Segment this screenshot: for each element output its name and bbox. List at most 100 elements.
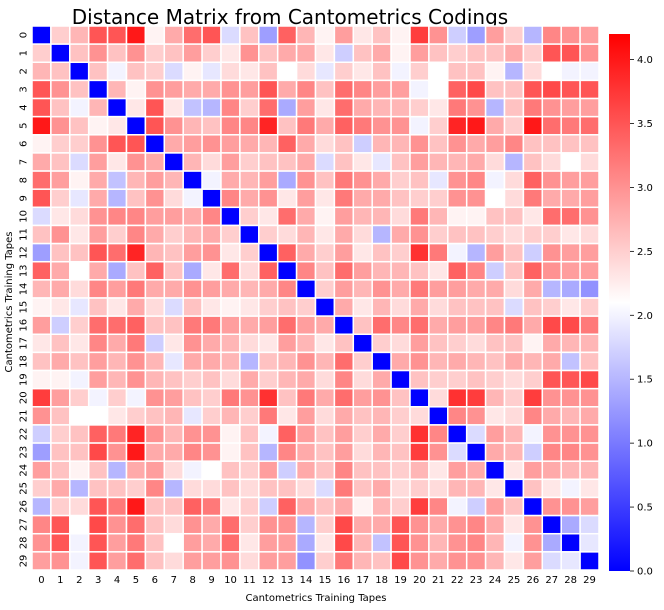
heatmap-cell-16-20 xyxy=(409,315,430,336)
heatmap-cell-16-1 xyxy=(50,315,71,336)
heatmap-cell-15-29 xyxy=(579,297,600,317)
heatmap-cell-21-1 xyxy=(50,406,71,426)
y-tick-label: 12 xyxy=(19,246,30,259)
heatmap-cell-24-10 xyxy=(220,460,241,481)
heatmap-cell-9-16 xyxy=(333,188,355,209)
x-tick-label: 6 xyxy=(152,575,158,586)
heatmap-cell-29-28 xyxy=(560,551,581,571)
heatmap-cell-16-14 xyxy=(295,315,317,336)
heatmap-cell-24-20 xyxy=(409,460,430,481)
heatmap-cell-10-17 xyxy=(352,206,373,227)
heatmap-cell-0-5 xyxy=(125,25,147,45)
heatmap-cell-19-15 xyxy=(314,369,336,390)
heatmap-cell-6-13 xyxy=(276,134,298,154)
heatmap-cell-23-6 xyxy=(144,442,166,462)
heatmap-cell-10-15 xyxy=(314,206,336,227)
heatmap-cell-21-13 xyxy=(276,406,298,426)
heatmap-cell-26-2 xyxy=(69,496,90,517)
heatmap-cell-13-26 xyxy=(522,260,544,281)
heatmap-cell-20-28 xyxy=(560,387,581,408)
heatmap-cell-19-22 xyxy=(447,369,468,390)
heatmap-cell-24-19 xyxy=(390,460,411,481)
heatmap-cell-13-22 xyxy=(447,260,468,281)
heatmap-cell-6-21 xyxy=(428,134,449,154)
y-tick-label: 13 xyxy=(19,264,30,277)
heatmap-cell-8-28 xyxy=(560,170,581,190)
x-tick-label: 25 xyxy=(508,575,521,586)
heatmap-cell-9-10 xyxy=(220,188,241,209)
heatmap-cell-18-20 xyxy=(409,351,430,372)
heatmap-cell-8-0 xyxy=(31,170,52,190)
heatmap-cell-10-13 xyxy=(276,206,298,227)
heatmap-cell-8-6 xyxy=(144,170,166,190)
heatmap-cell-27-18 xyxy=(371,514,392,535)
heatmap-cell-29-5 xyxy=(125,551,147,571)
heatmap-cell-5-15 xyxy=(314,115,336,136)
heatmap-cell-15-8 xyxy=(182,297,203,317)
heatmap-cell-23-14 xyxy=(295,442,317,462)
heatmap-cell-21-29 xyxy=(579,406,600,426)
heatmap-cell-28-10 xyxy=(220,532,241,553)
heatmap-cell-8-29 xyxy=(579,170,600,190)
heatmap-cell-14-27 xyxy=(541,279,562,299)
heatmap-cell-2-0 xyxy=(31,61,52,82)
heatmap-cell-25-25 xyxy=(503,478,525,499)
heatmap-cell-19-8 xyxy=(182,369,203,390)
heatmap-cell-1-8 xyxy=(182,43,203,64)
colorbar-tick-label: 1.5 xyxy=(637,375,653,386)
heatmap-cell-14-6 xyxy=(144,279,166,299)
colorbar-tick-label: 4.0 xyxy=(637,55,653,66)
heatmap-cell-11-27 xyxy=(541,224,562,245)
heatmap-cell-27-12 xyxy=(258,514,279,535)
heatmap-cell-10-10 xyxy=(220,206,241,227)
heatmap-cell-24-18 xyxy=(371,460,392,481)
heatmap-cell-23-0 xyxy=(31,442,52,462)
heatmap-cell-28-18 xyxy=(371,532,392,553)
x-tick-label: 12 xyxy=(262,575,275,586)
heatmap-cell-18-14 xyxy=(295,351,317,372)
heatmap-cell-21-14 xyxy=(295,406,317,426)
heatmap-cell-1-14 xyxy=(295,43,317,64)
heatmap-cell-27-2 xyxy=(69,514,90,535)
heatmap-cell-19-7 xyxy=(163,369,184,390)
heatmap-cell-8-13 xyxy=(276,170,298,190)
heatmap-cell-18-1 xyxy=(50,351,71,372)
heatmap-cell-0-18 xyxy=(371,25,392,45)
heatmap-cell-29-4 xyxy=(106,551,128,571)
heatmap-cell-9-2 xyxy=(69,188,90,209)
heatmap-cell-4-12 xyxy=(258,97,279,118)
heatmap-cell-4-27 xyxy=(541,97,562,118)
heatmap-cell-25-8 xyxy=(182,478,203,499)
heatmap-cell-25-5 xyxy=(125,478,147,499)
heatmap-cell-23-28 xyxy=(560,442,581,462)
heatmap-cell-24-13 xyxy=(276,460,298,481)
heatmap-cell-14-23 xyxy=(465,279,487,299)
heatmap-cell-3-21 xyxy=(428,79,449,100)
heatmap-cell-7-26 xyxy=(522,152,544,172)
heatmap-cell-0-29 xyxy=(579,25,600,45)
heatmap-cell-17-11 xyxy=(239,333,260,354)
heatmap-cell-17-6 xyxy=(144,333,166,354)
heatmap-cell-10-2 xyxy=(69,206,90,227)
x-tick-label: 14 xyxy=(300,575,313,586)
y-tick-label: 26 xyxy=(19,500,30,513)
heatmap-cell-16-27 xyxy=(541,315,562,336)
heatmap-cell-9-18 xyxy=(371,188,392,209)
heatmap-cell-0-0 xyxy=(31,25,52,45)
heatmap-cell-1-10 xyxy=(220,43,241,64)
heatmap-cell-19-27 xyxy=(541,369,562,390)
heatmap-cell-10-0 xyxy=(31,206,52,227)
heatmap-cell-15-11 xyxy=(239,297,260,317)
heatmap-cell-25-17 xyxy=(352,478,373,499)
x-tick-label: 17 xyxy=(356,575,369,586)
heatmap-cell-10-5 xyxy=(125,206,147,227)
heatmap-cell-18-24 xyxy=(484,351,506,372)
heatmap-cell-11-4 xyxy=(106,224,128,245)
heatmap-cell-20-1 xyxy=(50,387,71,408)
heatmap-cell-1-12 xyxy=(258,43,279,64)
heatmap-cell-22-4 xyxy=(106,424,128,444)
heatmap-cell-16-8 xyxy=(182,315,203,336)
heatmap-cell-27-8 xyxy=(182,514,203,535)
heatmap-cell-4-8 xyxy=(182,97,203,118)
heatmap-cell-13-14 xyxy=(295,260,317,281)
